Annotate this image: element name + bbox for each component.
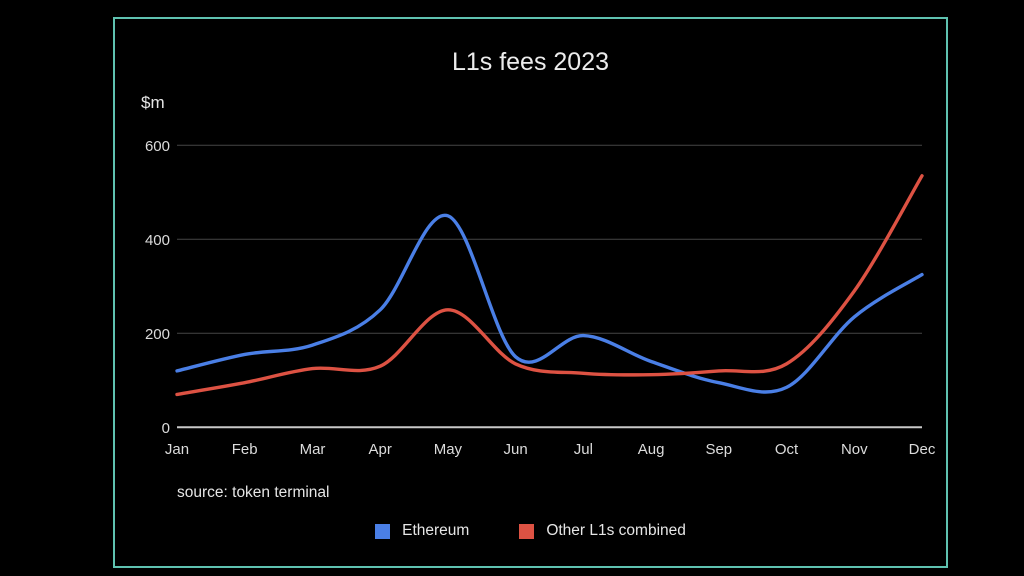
legend-item-ethereum: Ethereum: [375, 522, 469, 540]
legend-label-ethereum: Ethereum: [402, 522, 470, 539]
x-axis-label-mar: Mar: [300, 441, 326, 458]
x-axis-label-jan: Jan: [165, 441, 189, 458]
chart-title: L1s fees 2023: [451, 48, 610, 76]
x-axis-label-jul: Jul: [574, 441, 593, 458]
line-chart: 0 200 400 600 Jan Feb Mar Apr May Jun Jul Aug Sep Oct…: [145, 138, 936, 458]
x-axis-label-sep: Sep: [705, 441, 732, 458]
x-axis-label-oct: Oct: [775, 441, 799, 458]
chart-frame: L1s fees 2023 $m 0 200 400 600 Jan Feb Mar Apr M…: [113, 17, 948, 568]
source-note: source: token terminal: [177, 484, 330, 501]
legend-item-other-l1s: Other L1s combined: [519, 522, 686, 540]
y-axis-tick-label: 600: [145, 138, 170, 155]
legend-label-other-l1s: Other L1s combined: [546, 522, 686, 539]
ethereum-line: [175, 213, 924, 394]
legend: Ethereum Other L1s combined: [115, 522, 946, 540]
other-l1s-combined-line: [175, 174, 924, 397]
x-axis-label-feb: Feb: [232, 441, 258, 458]
x-axis-label-nov: Nov: [841, 441, 868, 458]
y-axis-tick-label: 400: [145, 232, 170, 249]
y-axis-tick-label: 0: [162, 420, 170, 437]
x-axis-label-aug: Aug: [638, 441, 665, 458]
other-l1s-swatch-icon: [519, 523, 535, 539]
x-axis-label-dec: Dec: [909, 441, 936, 458]
x-axis-label-may: May: [434, 441, 463, 458]
x-axis-label-apr: Apr: [369, 441, 392, 458]
y-axis-tick-label: 200: [145, 326, 170, 343]
y-axis-unit-label: $m: [141, 93, 165, 112]
x-axis-label-jun: Jun: [504, 441, 528, 458]
ethereum-swatch-icon: [375, 523, 391, 539]
